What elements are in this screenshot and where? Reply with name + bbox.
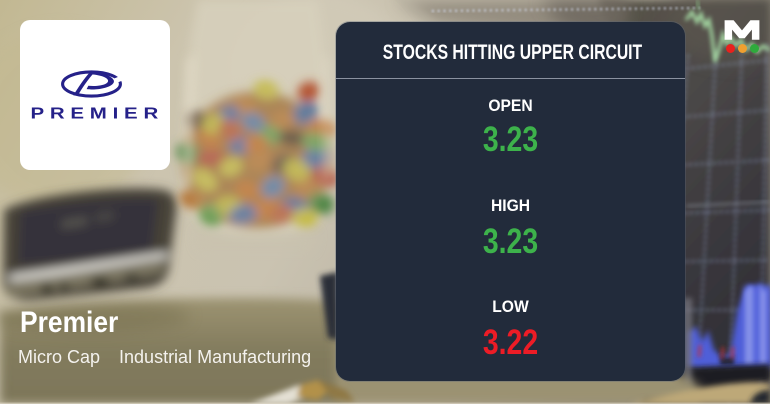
svg-text:PREMIER: PREMIER	[30, 103, 164, 121]
